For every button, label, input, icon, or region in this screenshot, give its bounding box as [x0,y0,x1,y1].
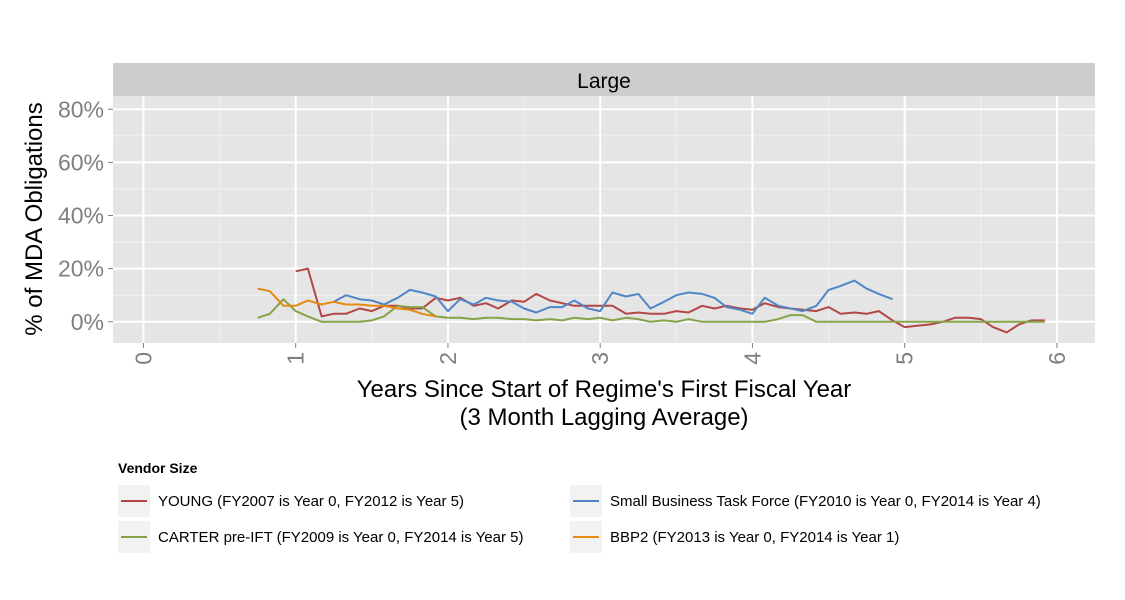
legend-swatch-small-business [573,500,599,502]
legend-key-bbp2 [570,521,602,553]
legend-label-young: YOUNG (FY2007 is Year 0, FY2012 is Year … [158,492,464,510]
panel-strip [113,63,1095,96]
x-tick-label: 3 [587,352,613,365]
series-line-2 [333,279,893,315]
y-tick-label: 60% [58,149,104,175]
legend: Vendor Size YOUNG (FY2007 is Year 0, FY2… [118,456,1108,576]
plot-panel [113,96,1095,343]
legend-key-young [118,485,150,517]
legend-item-small-business: Small Business Task Force (FY2010 is Yea… [570,484,1041,518]
legend-label-bbp2: BBP2 (FY2013 is Year 0, FY2014 is Year 1… [610,528,900,546]
series-line-0 [295,267,1045,334]
legend-item-young: YOUNG (FY2007 is Year 0, FY2012 is Year … [118,484,464,518]
x-tick-label: 4 [739,352,765,365]
x-tick-label: 1 [283,352,309,365]
legend-label-small-business: Small Business Task Force (FY2010 is Yea… [610,492,1041,510]
panel-title: Large [577,70,631,93]
x-axis: 0 1 2 3 4 5 6 [130,343,1070,365]
legend-swatch-young [121,500,147,502]
legend-item-carter: CARTER pre-IFT (FY2009 is Year 0, FY2014… [118,520,523,554]
legend-item-bbp2: BBP2 (FY2013 is Year 0, FY2014 is Year 1… [570,520,899,554]
series-line-3 [257,287,436,318]
y-tick-label: 40% [58,203,104,229]
legend-swatch-carter [121,536,147,538]
legend-key-carter [118,521,150,553]
x-tick-label: 2 [435,352,461,365]
y-axis: 0% 20% 40% 60% 80% [58,96,113,335]
x-tick-label: 0 [130,352,156,365]
x-axis-title-line2: (3 Month Lagging Average) [459,404,748,431]
y-tick-label: 80% [58,96,104,122]
x-axis-title-line1: Years Since Start of Regime's First Fisc… [357,376,852,403]
y-axis-title: % of MDA Obligations [21,102,48,335]
x-tick-label: 6 [1044,352,1070,365]
y-tick-label: 0% [71,309,104,335]
grid-minor [113,96,1095,343]
x-tick-label: 5 [892,352,918,365]
y-tick-label: 20% [58,256,104,282]
grid-major [113,96,1095,343]
chart: Large 0% 20% 40% 60% 80% 0 1 2 3 4 5 6 % of MDA Ob… [21,63,1095,431]
legend-key-small-business [570,485,602,517]
legend-swatch-bbp2 [573,536,599,538]
series-layer [257,267,1045,334]
series-line-1 [257,298,1045,323]
legend-label-carter: CARTER pre-IFT (FY2009 is Year 0, FY2014… [158,528,524,546]
legend-title: Vendor Size [118,460,198,476]
